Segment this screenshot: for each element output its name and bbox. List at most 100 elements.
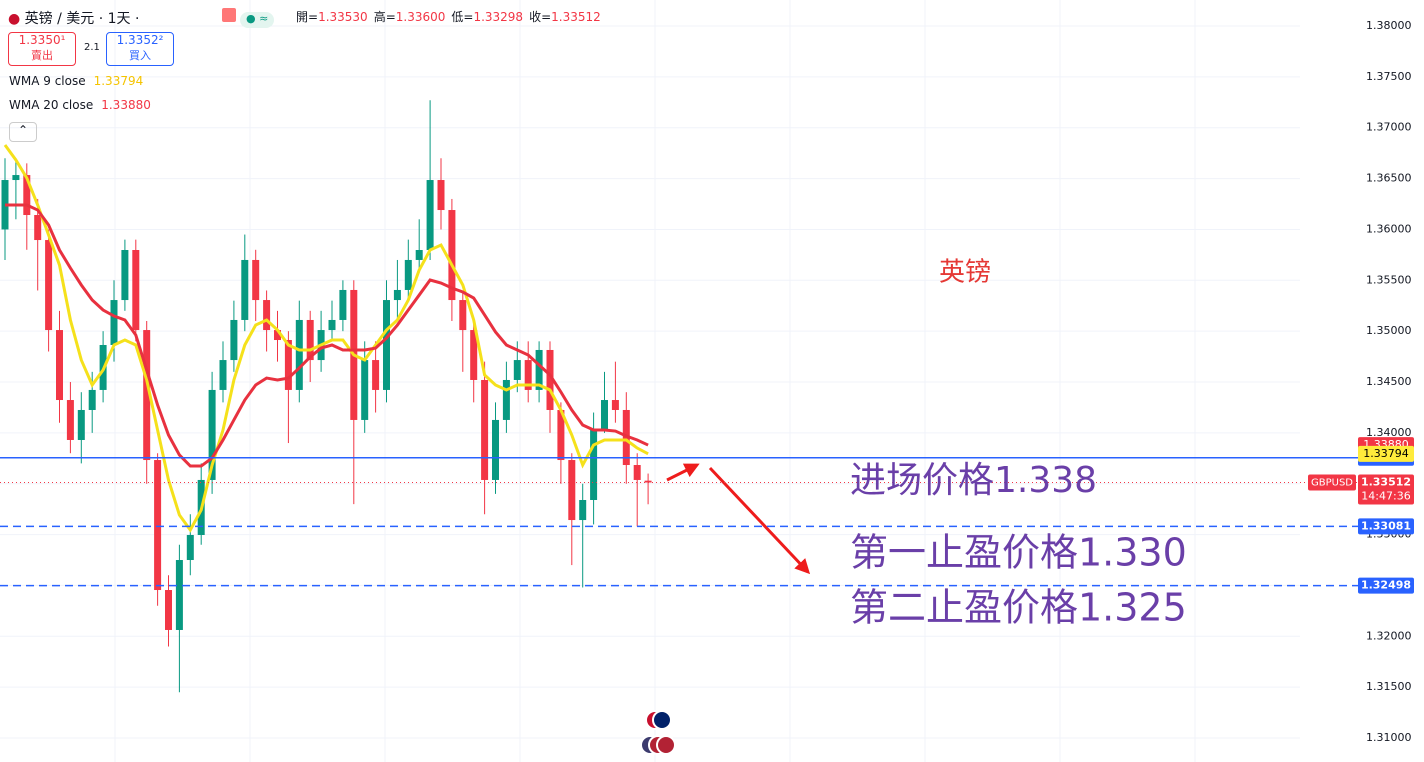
ohlc-label: 低= (451, 10, 474, 24)
candle-body (328, 319, 336, 331)
candle-body (633, 465, 641, 480)
candle-body (219, 360, 227, 390)
price-tag (1358, 577, 1414, 594)
candle-body (383, 300, 390, 390)
indicator: WMA 9 close 1.33794 (9, 74, 143, 88)
wma-line (3, 144, 649, 533)
current-tag-label: 1.33512 (1361, 476, 1411, 489)
spread: 2.1 (84, 42, 100, 53)
arrow (708, 466, 811, 575)
candle-body (361, 360, 369, 420)
candle-body (568, 460, 576, 521)
ohlc-value: 1.33298 (473, 10, 524, 24)
candle-body (230, 319, 238, 361)
candle-body (492, 419, 499, 480)
candle-body (77, 409, 85, 440)
candle-body (404, 259, 412, 290)
buy-button[interactable]: 1.3352² 買入 (106, 32, 174, 66)
candle-body (590, 430, 598, 500)
candle-body (481, 379, 489, 480)
candle-body (579, 499, 587, 521)
series-tag-label: 1.33794 (1363, 447, 1409, 460)
indicator-name: WMA 20 close (9, 98, 94, 112)
candle-body (601, 400, 608, 431)
y-tick-label: 1.34500 (1366, 375, 1412, 388)
annotation: 第二止盈价格1.325 (850, 586, 1187, 630)
indicator: WMA 20 close 1.33880 (9, 98, 151, 112)
symbol-text: 英镑 / 美元 · 1天 · (24, 11, 140, 27)
collapse-button[interactable]: ⌃ (9, 122, 37, 142)
y-tick-label: 1.35500 (1366, 273, 1412, 286)
grid (0, 0, 1300, 762)
currency-icons (640, 710, 676, 755)
y-tick-label: 1.34000 (1366, 426, 1412, 439)
buy-price: 1.3352² (116, 33, 164, 47)
candle-body (644, 480, 652, 483)
candle-body (88, 389, 96, 410)
buy-label: 買入 (129, 49, 151, 62)
candle-body (437, 180, 445, 211)
candle-body (448, 210, 456, 301)
price-tag-label: 1.32498 (1361, 579, 1411, 592)
ohlc-value: 1.33530 (318, 10, 368, 24)
plot (1, 100, 652, 693)
candle-body (459, 300, 467, 331)
candle-body (45, 240, 53, 331)
candle-body (154, 460, 162, 591)
candle-body (66, 400, 74, 440)
y-tick-label: 1.37000 (1366, 121, 1412, 134)
candle-body (132, 249, 140, 331)
candle-body (175, 560, 183, 630)
arrow (666, 463, 700, 482)
indicator-value: 1.33880 (101, 98, 151, 112)
candle-body (56, 330, 63, 401)
candle-body (546, 349, 554, 410)
current-tag (1358, 474, 1414, 505)
y-tick-label: 1.35000 (1366, 324, 1412, 337)
candle-body (23, 175, 31, 216)
candle-body (415, 249, 423, 260)
candle-body (121, 249, 129, 301)
candle-body (12, 175, 20, 181)
candle-body (557, 409, 565, 461)
sell-label: 賣出 (31, 49, 53, 62)
candle-body (274, 330, 281, 341)
ohlc-label: 收= (529, 10, 552, 24)
candle-body (470, 330, 478, 380)
candle-body (426, 180, 434, 250)
candle-body (372, 360, 380, 390)
toolbar-icons[interactable]: ● ≈ (222, 8, 275, 28)
annotation: 英镑 (939, 258, 991, 288)
ohlc: 開=1.33530 高=1.33600 低=1.33298 收=1.33512 (296, 8, 607, 25)
sell-price: 1.3350¹ (18, 33, 66, 47)
price-tag-label: 1.33081 (1361, 519, 1411, 532)
candle-body (241, 259, 249, 320)
candle-body (393, 289, 401, 301)
ohlc-value: 1.33600 (395, 10, 446, 24)
wma-line (5, 203, 649, 468)
candle-body (535, 349, 543, 390)
y-tick-label: 1.36500 (1366, 172, 1412, 185)
candle-body (284, 340, 292, 390)
sell-button[interactable]: 1.3350¹ 賣出 (8, 32, 76, 66)
y-tick-label: 1.38000 (1366, 19, 1412, 32)
annotation: 进场价格1.338 (850, 460, 1097, 501)
series-tag (1358, 445, 1414, 462)
ohlc-label: 高= (373, 10, 396, 24)
candle-body (502, 379, 510, 420)
y-tick-label: 1.31500 (1366, 680, 1412, 693)
candle-body (110, 300, 118, 345)
candle-body (339, 289, 347, 320)
candle-body (165, 590, 172, 630)
indicator-name: WMA 9 close (9, 74, 86, 88)
candle-body (513, 360, 521, 380)
candle-body (295, 319, 303, 390)
annotation: 第一止盈价格1.330 (850, 531, 1187, 575)
y-tick-label: 1.37500 (1366, 70, 1412, 83)
candle-body (524, 360, 532, 390)
symbol: ● 英镑 / 美元 · 1天 · (8, 11, 140, 27)
candle-body (186, 534, 194, 561)
candle-body (611, 400, 619, 410)
symbol-tag (1308, 474, 1356, 491)
